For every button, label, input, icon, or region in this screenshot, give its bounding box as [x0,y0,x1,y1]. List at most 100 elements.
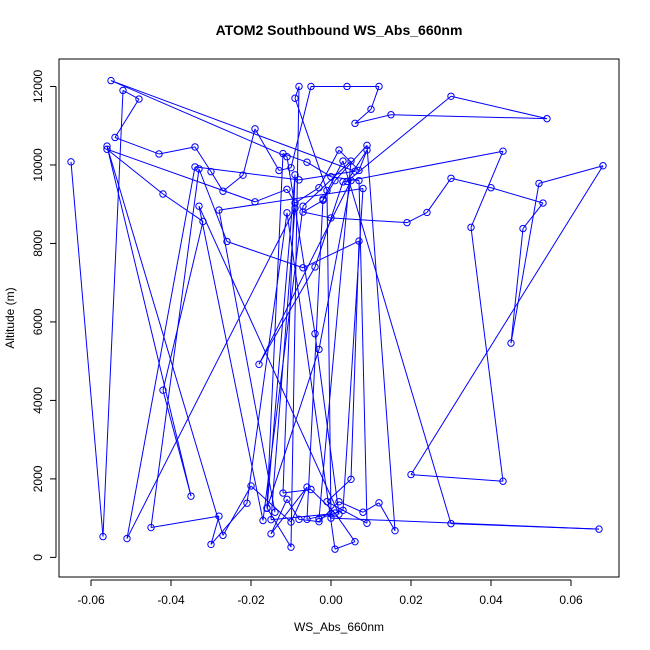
series-segment [218,209,276,513]
data-point [335,510,343,518]
data-point [159,190,167,198]
series-segment [150,515,220,529]
data-point [347,475,355,483]
series-segment [246,212,288,504]
data-point [391,526,399,535]
series-segment [210,516,220,545]
series-segment [294,86,300,99]
series-segment [286,156,316,334]
data-point [311,329,319,338]
series-segment [346,149,368,182]
series-segment [210,171,224,192]
data-point [159,386,167,394]
data-point [207,540,215,549]
series-segment [370,86,380,110]
data-point [339,178,347,186]
x-tick-label: -0.02 [237,593,265,607]
series-segment [342,188,364,511]
data-point [307,485,315,494]
data-point [375,499,383,507]
data-point [135,95,143,103]
series-segment [510,228,524,344]
series-segment [306,161,332,178]
data-point [343,82,351,91]
series-segment [198,205,340,515]
data-point [339,157,347,165]
series-segment [302,199,324,213]
data-point [347,157,355,165]
data-point [315,515,323,523]
data-point [287,164,295,172]
data-point [327,214,335,222]
series-segment [302,240,360,269]
series-segment [266,507,292,548]
data-point [363,146,371,154]
data-point [375,82,383,91]
series-segment [490,187,544,204]
data-point [251,125,259,133]
data-point [103,142,111,150]
data-point [359,508,367,516]
series-segment [390,114,548,120]
data-point [107,76,115,85]
data-point [447,174,455,182]
data-point [323,186,331,195]
data-point [299,264,307,272]
data-point [219,187,227,195]
x-tick-label: 0.00 [319,593,343,607]
series-segment [290,86,312,168]
data-point [347,176,355,185]
series-segment [242,128,256,176]
series-segment [318,149,340,188]
data-point [263,504,271,512]
series-segment [450,177,492,189]
series-segment [106,145,224,536]
data-point [191,143,199,151]
series-segment [102,90,124,537]
series-segment [266,153,284,508]
data-point [103,145,111,153]
data-point [251,198,259,206]
series-segment [338,149,360,171]
data-point [355,166,363,175]
data-point [351,167,359,175]
series-segment [162,193,204,222]
series-segment [110,80,356,172]
y-axis-label: Altitude (m) [3,287,17,348]
data-point [187,492,195,500]
series-segment [470,151,504,228]
data-point [407,470,415,479]
data-point [267,516,275,524]
series-segment [354,114,392,124]
data-point [299,202,307,210]
data-point [351,537,359,546]
data-point [291,171,299,179]
data-point [467,223,475,232]
data-point [339,506,347,514]
x-tick-label: 0.02 [399,593,423,607]
series-segment [450,523,600,530]
data-point [279,489,287,497]
data-point [327,514,335,522]
series-segment [470,227,504,482]
data-point [283,495,291,503]
series-segment [290,486,308,523]
y-tick-label: 12000 [31,69,45,103]
series-segment [286,499,300,520]
data-point [191,163,199,171]
series-segment [126,207,296,539]
data-point [355,176,363,185]
series-segment [302,211,332,219]
data-point [287,518,295,526]
data-point [499,147,507,155]
data-point [291,199,299,207]
series-segment [322,160,344,200]
data-point [335,146,343,154]
y-axis: 0 2000 4000 6000 8000 10000 12000 [31,69,57,561]
data-point [303,483,311,491]
data-point [327,510,335,518]
data-point [311,263,319,271]
x-tick-label: 0.04 [479,593,503,607]
series-segment [318,180,352,350]
series-segment [406,211,428,224]
